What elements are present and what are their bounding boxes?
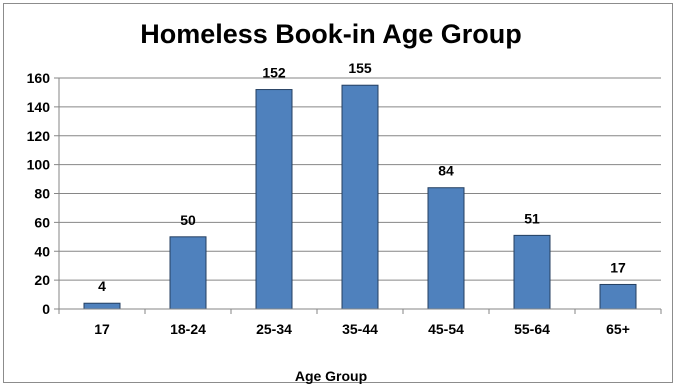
bar: [169, 236, 207, 310]
bar: [427, 187, 465, 310]
x-tick-label: 18-24: [170, 321, 206, 337]
data-label: 50: [180, 212, 196, 228]
bar: [513, 234, 551, 310]
x-tick-label: 45-54: [428, 321, 464, 337]
data-labels: 4 50 152 155 84 51 17: [98, 60, 626, 294]
bar: [83, 302, 121, 310]
data-label: 4: [98, 278, 106, 294]
x-tick-label: 25-34: [256, 321, 292, 337]
data-label: 84: [438, 163, 454, 179]
bar: [599, 283, 637, 310]
x-tick-label: 65+: [606, 321, 630, 337]
data-label: 17: [610, 259, 626, 275]
y-tick-label: 40: [34, 243, 50, 259]
bars: [83, 84, 637, 310]
y-tick-label: 0: [42, 301, 50, 317]
y-tick-label: 20: [34, 272, 50, 288]
bar: [341, 84, 379, 310]
x-tick-label: 17: [94, 321, 110, 337]
y-tick-label: 160: [27, 70, 51, 86]
x-tick-label: 35-44: [342, 321, 378, 337]
y-axis-ticks: 0 20 40 60 80 100 120 140 160: [27, 70, 59, 317]
x-tick-label: 55-64: [514, 321, 550, 337]
y-tick-label: 60: [34, 214, 50, 230]
data-label: 152: [262, 65, 286, 81]
bar: [255, 89, 293, 310]
y-tick-label: 100: [27, 157, 51, 173]
x-axis-title: Age Group: [295, 368, 367, 384]
chart-title: Homeless Book-in Age Group: [140, 19, 522, 49]
y-tick-label: 140: [27, 99, 51, 115]
data-label: 155: [348, 60, 372, 76]
data-label: 51: [524, 210, 540, 226]
y-tick-label: 120: [27, 128, 51, 144]
x-axis-ticks: 17 18-24 25-34 35-44 45-54 55-64 65+: [58, 309, 662, 337]
y-tick-label: 80: [34, 186, 50, 202]
